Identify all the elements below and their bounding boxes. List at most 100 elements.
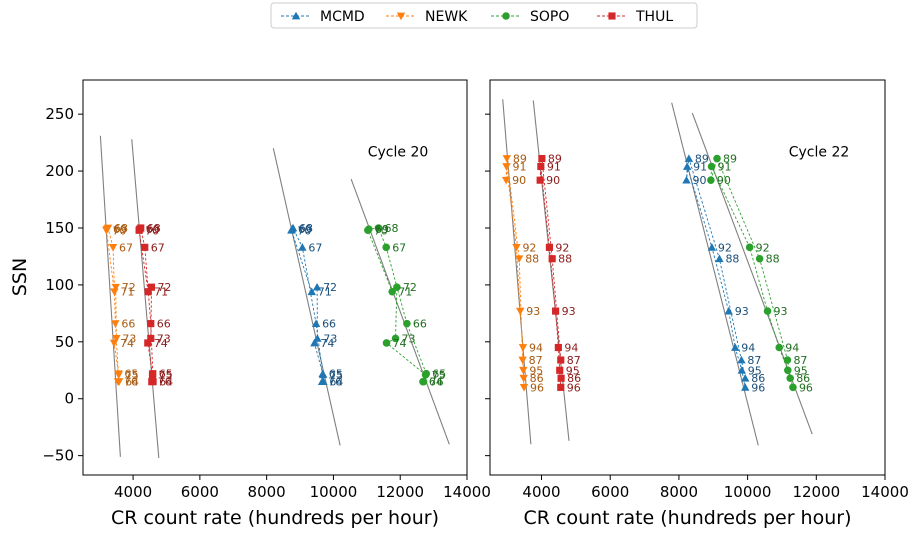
point-label: 75 (158, 369, 172, 382)
point-label: 92 (718, 241, 732, 254)
point-label: 75 (432, 369, 446, 382)
y-tick-label: 150 (45, 219, 74, 237)
data-point (789, 383, 797, 392)
point-label: 70 (112, 224, 126, 237)
point-label: 95 (748, 364, 762, 377)
data-point (287, 226, 296, 234)
plot-frame (489, 79, 886, 476)
data-point (311, 319, 321, 327)
x-tick-label: 8000 (660, 483, 698, 501)
data-point (519, 383, 529, 392)
point-label: 73 (122, 332, 136, 345)
point-label: 91 (718, 161, 732, 174)
data-point (512, 243, 521, 252)
point-label: 73 (402, 332, 416, 345)
point-label: 69 (113, 223, 127, 236)
data-point (310, 338, 319, 347)
legend-marker (396, 12, 406, 21)
point-label: 72 (323, 281, 337, 294)
y-tick-label: 100 (45, 276, 74, 294)
y-tick-label: 50 (55, 333, 74, 351)
point-label: 68 (147, 222, 161, 235)
data-point (111, 283, 120, 292)
data-point (374, 224, 383, 232)
data-point (557, 356, 565, 364)
data-point (312, 282, 322, 291)
series-line (505, 158, 525, 388)
point-label: 73 (157, 332, 171, 345)
point-label: 72 (122, 281, 136, 294)
data-point (783, 356, 792, 364)
data-point (556, 366, 564, 374)
data-point (313, 334, 322, 342)
legend-label: MCMD (320, 9, 365, 25)
point-label: 86 (567, 372, 581, 385)
cycle-annotation: Cycle 20 (368, 144, 429, 160)
point-label: 66 (121, 318, 135, 331)
point-label: 95 (566, 364, 580, 377)
data-point (724, 306, 733, 315)
data-point (557, 383, 565, 391)
data-point (519, 366, 528, 375)
data-point (393, 283, 401, 291)
data-point (682, 162, 692, 170)
point-label: 73 (323, 332, 337, 345)
data-point (388, 287, 396, 296)
point-label: 67 (151, 241, 165, 254)
data-point (307, 287, 316, 296)
panel-2: 8687888990919293949596868788899091929394… (485, 79, 909, 529)
point-label: 87 (793, 354, 807, 367)
point-label: 75 (125, 369, 139, 382)
data-point (786, 374, 794, 383)
data-point (144, 288, 152, 296)
point-label: 89 (548, 153, 562, 166)
x-tick-label: 4000 (114, 483, 152, 501)
data-point (784, 366, 792, 375)
data-point (737, 355, 746, 364)
point-label: 87 (747, 354, 761, 367)
point-label: 74 (320, 337, 334, 350)
fit-line-thul (131, 139, 160, 458)
legend-label: THUL (635, 9, 673, 25)
plot-frame (82, 79, 468, 476)
data-point (147, 283, 156, 291)
x-tick-label: 10000 (310, 483, 358, 501)
point-label: 95 (794, 364, 808, 377)
point-label: 67 (392, 241, 406, 254)
point-label: 67 (308, 241, 322, 254)
data-point (538, 154, 546, 163)
fit-line-mcmd (671, 102, 759, 446)
point-label: 67 (119, 241, 133, 254)
point-label: 64 (125, 376, 139, 389)
data-point (554, 343, 562, 352)
data-point (111, 320, 120, 328)
point-label: 71 (318, 286, 332, 299)
data-point (775, 343, 783, 352)
legend-entry-mcmd: MCMD (281, 9, 365, 25)
point-label: 94 (741, 342, 755, 355)
data-point (731, 343, 740, 351)
point-label: 71 (154, 286, 168, 299)
point-label: 96 (567, 381, 581, 394)
point-label: 86 (751, 372, 765, 385)
data-point (537, 162, 545, 171)
data-point (755, 254, 764, 263)
x-axis-label: CR count rate (hundreds per hour) (111, 507, 439, 529)
point-label: 93 (735, 305, 749, 318)
data-point (545, 243, 553, 251)
point-label: 91 (693, 161, 707, 174)
y-tick-label: −50 (42, 447, 74, 465)
point-label: 64 (159, 376, 173, 389)
point-label: 88 (525, 253, 539, 266)
data-point (516, 307, 525, 316)
point-label: 87 (529, 354, 543, 367)
fit-line-sopo (350, 178, 450, 445)
data-point (745, 243, 754, 252)
point-label: 74 (393, 337, 407, 350)
point-label: 66 (413, 318, 427, 331)
